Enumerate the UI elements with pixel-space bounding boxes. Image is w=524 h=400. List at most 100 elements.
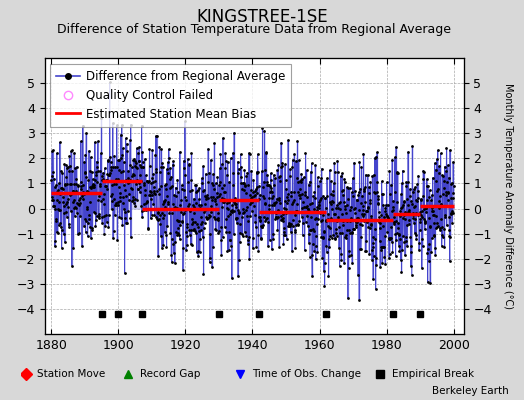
Point bbox=[128, 194, 137, 200]
Point bbox=[295, 218, 303, 224]
Point bbox=[274, 207, 282, 214]
Point bbox=[373, 188, 381, 195]
Point bbox=[62, 174, 70, 180]
Point bbox=[77, 186, 85, 192]
Point bbox=[74, 182, 82, 188]
Point bbox=[187, 241, 195, 248]
Point bbox=[425, 187, 434, 194]
Point bbox=[194, 202, 203, 208]
Point bbox=[201, 220, 209, 226]
Point bbox=[52, 215, 60, 222]
Point bbox=[118, 145, 127, 152]
Point bbox=[57, 168, 65, 174]
Point bbox=[432, 225, 440, 232]
Point bbox=[430, 220, 438, 226]
Point bbox=[212, 226, 220, 233]
Point bbox=[85, 199, 94, 206]
Point bbox=[351, 205, 359, 211]
Point bbox=[206, 254, 214, 261]
Point bbox=[196, 236, 204, 243]
Point bbox=[141, 206, 149, 212]
Point bbox=[126, 214, 135, 221]
Point bbox=[267, 177, 275, 183]
Point bbox=[325, 244, 333, 251]
Point bbox=[134, 186, 142, 192]
Point bbox=[56, 207, 64, 213]
Point bbox=[160, 182, 169, 188]
Point bbox=[113, 176, 122, 182]
Point bbox=[225, 199, 234, 206]
Point bbox=[105, 171, 114, 178]
Point bbox=[126, 136, 134, 143]
Point bbox=[323, 223, 332, 229]
Point bbox=[150, 190, 159, 197]
Point bbox=[406, 234, 414, 240]
Point bbox=[157, 233, 165, 239]
Point bbox=[353, 196, 361, 203]
Point bbox=[374, 200, 382, 207]
Point bbox=[171, 205, 179, 212]
Point bbox=[353, 219, 362, 225]
Point bbox=[113, 122, 121, 128]
Point bbox=[55, 198, 63, 205]
Point bbox=[84, 220, 92, 226]
Point bbox=[261, 166, 269, 173]
Point bbox=[309, 226, 317, 232]
Point bbox=[171, 184, 180, 191]
Point bbox=[328, 234, 336, 241]
Point bbox=[357, 164, 366, 170]
Point bbox=[425, 258, 433, 264]
Point bbox=[383, 213, 391, 220]
Point bbox=[88, 224, 96, 231]
Point bbox=[314, 205, 323, 211]
Point bbox=[324, 211, 332, 217]
Point bbox=[263, 182, 271, 188]
Point bbox=[294, 189, 303, 196]
Point bbox=[324, 216, 332, 222]
Point bbox=[417, 208, 425, 215]
Point bbox=[59, 186, 67, 192]
Point bbox=[347, 214, 355, 221]
Point bbox=[254, 151, 262, 157]
Point bbox=[252, 224, 260, 230]
Point bbox=[105, 172, 113, 178]
Point bbox=[158, 244, 166, 251]
Point bbox=[175, 232, 183, 238]
Point bbox=[64, 221, 73, 227]
Point bbox=[423, 176, 431, 182]
Point bbox=[288, 163, 297, 170]
Point bbox=[333, 158, 342, 164]
Point bbox=[274, 214, 282, 220]
Point bbox=[267, 170, 275, 176]
Point bbox=[67, 208, 75, 214]
Text: Time of Obs. Change: Time of Obs. Change bbox=[252, 369, 361, 379]
Point bbox=[74, 190, 83, 196]
Point bbox=[400, 208, 409, 215]
Point bbox=[336, 199, 344, 205]
Point bbox=[328, 197, 336, 204]
Point bbox=[212, 201, 221, 207]
Point bbox=[312, 255, 320, 262]
Point bbox=[392, 170, 401, 176]
Point bbox=[355, 220, 364, 227]
Point bbox=[174, 225, 183, 231]
Point bbox=[232, 201, 241, 208]
Point bbox=[176, 236, 184, 242]
Point bbox=[412, 236, 420, 242]
Point bbox=[102, 212, 110, 218]
Point bbox=[276, 217, 285, 223]
Point bbox=[199, 271, 208, 278]
Point bbox=[144, 179, 152, 185]
Point bbox=[375, 214, 383, 220]
Point bbox=[159, 164, 167, 170]
Point bbox=[130, 158, 139, 164]
Point bbox=[275, 174, 283, 180]
Point bbox=[191, 189, 200, 196]
Point bbox=[279, 211, 287, 218]
Point bbox=[299, 208, 308, 215]
Point bbox=[433, 188, 441, 194]
Point bbox=[334, 216, 342, 222]
Point bbox=[375, 238, 384, 244]
Point bbox=[66, 180, 74, 187]
Point bbox=[77, 179, 85, 186]
